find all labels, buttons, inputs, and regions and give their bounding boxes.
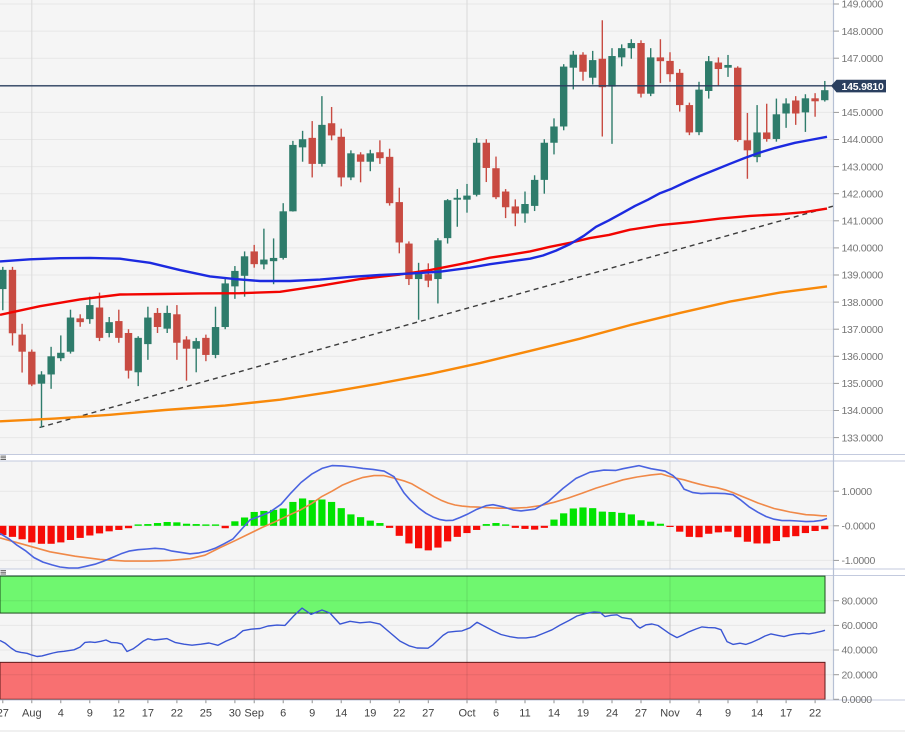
svg-text:147.0000: 147.0000 <box>842 53 884 65</box>
svg-text:4: 4 <box>696 707 702 719</box>
svg-text:17: 17 <box>780 707 792 719</box>
svg-text:17: 17 <box>142 707 154 719</box>
svg-text:137.0000: 137.0000 <box>842 324 884 336</box>
svg-text:14: 14 <box>548 707 560 719</box>
svg-text:143.0000: 143.0000 <box>842 161 884 173</box>
svg-text:1.0000: 1.0000 <box>842 486 873 498</box>
svg-text:14: 14 <box>751 707 763 719</box>
svg-text:20.0000: 20.0000 <box>842 669 878 681</box>
svg-text:6: 6 <box>493 707 499 719</box>
svg-text:14: 14 <box>335 707 347 719</box>
svg-text:Aug: Aug <box>22 707 42 719</box>
svg-text:19: 19 <box>364 707 376 719</box>
svg-text:27: 27 <box>635 707 647 719</box>
svg-text:Nov: Nov <box>660 707 680 719</box>
svg-text:30: 30 <box>229 707 241 719</box>
svg-text:138.0000: 138.0000 <box>842 297 884 309</box>
svg-text:19: 19 <box>577 707 589 719</box>
svg-text:-0.0000: -0.0000 <box>842 521 876 533</box>
svg-text:27: 27 <box>422 707 434 719</box>
svg-text:4: 4 <box>58 707 64 719</box>
svg-text:80.0000: 80.0000 <box>842 595 878 607</box>
svg-text:9: 9 <box>725 707 731 719</box>
svg-text:149.0000: 149.0000 <box>842 0 884 11</box>
svg-text:11: 11 <box>519 707 530 719</box>
svg-text:22: 22 <box>171 707 183 719</box>
svg-text:24: 24 <box>606 707 618 719</box>
svg-text:134.0000: 134.0000 <box>842 405 884 417</box>
svg-text:145.0000: 145.0000 <box>842 107 884 119</box>
svg-text:12: 12 <box>113 707 125 719</box>
svg-text:144.0000: 144.0000 <box>842 134 884 146</box>
svg-text:9: 9 <box>309 707 315 719</box>
svg-text:133.0000: 133.0000 <box>842 432 884 444</box>
svg-text:Oct: Oct <box>458 707 475 719</box>
svg-text:136.0000: 136.0000 <box>842 351 884 363</box>
svg-text:148.0000: 148.0000 <box>842 26 884 38</box>
svg-text:139.0000: 139.0000 <box>842 270 884 282</box>
svg-text:135.0000: 135.0000 <box>842 378 884 390</box>
svg-text:22: 22 <box>393 707 405 719</box>
svg-text:142.0000: 142.0000 <box>842 188 884 200</box>
svg-text:141.0000: 141.0000 <box>842 216 884 228</box>
svg-text:9: 9 <box>87 707 93 719</box>
svg-text:25: 25 <box>200 707 212 719</box>
svg-text:60.0000: 60.0000 <box>842 620 878 632</box>
svg-text:0.0000: 0.0000 <box>842 694 873 706</box>
svg-text:Sep: Sep <box>244 707 264 719</box>
svg-text:40.0000: 40.0000 <box>842 645 878 657</box>
svg-text:27: 27 <box>0 707 9 719</box>
svg-text:22: 22 <box>809 707 821 719</box>
svg-text:-1.0000: -1.0000 <box>842 555 876 567</box>
svg-text:6: 6 <box>280 707 286 719</box>
svg-text:140.0000: 140.0000 <box>842 243 884 255</box>
svg-text:145.9810: 145.9810 <box>842 81 885 93</box>
